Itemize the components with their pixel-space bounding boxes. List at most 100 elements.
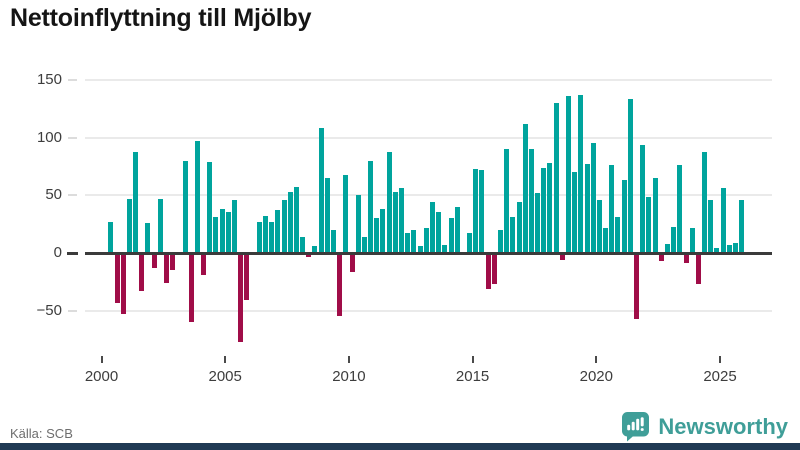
- bar-positive: [281, 199, 287, 253]
- bar-positive: [596, 199, 602, 253]
- x-axis-label: 2015: [455, 368, 490, 385]
- bar-negative: [695, 253, 701, 285]
- bar-positive: [417, 246, 423, 253]
- bar-positive: [262, 216, 268, 253]
- brand-bottom-bar: [0, 443, 800, 450]
- x-axis-tick: [100, 356, 103, 363]
- bar-positive: [343, 174, 349, 253]
- bar-positive: [609, 165, 615, 253]
- bar-positive: [293, 187, 299, 253]
- bar-positive: [411, 229, 417, 253]
- bar-positive: [566, 96, 571, 253]
- bar-positive: [269, 221, 275, 253]
- bar-positive: [578, 95, 584, 253]
- bar-positive: [640, 144, 646, 253]
- bar-negative: [163, 253, 169, 283]
- bar-positive: [714, 248, 720, 253]
- bar-positive: [528, 149, 534, 253]
- bar-positive: [108, 221, 114, 253]
- bar-negative: [139, 253, 145, 292]
- bar-positive: [423, 227, 429, 253]
- newsworthy-bubble-chart-icon: [621, 411, 650, 442]
- y-axis-label: 150: [36, 71, 62, 88]
- y-axis-label: −50: [36, 301, 62, 319]
- bar-positive: [355, 195, 361, 253]
- bar-positive: [194, 141, 200, 253]
- bar-positive: [603, 227, 609, 253]
- bar-positive: [256, 221, 262, 253]
- bar-positive: [182, 160, 188, 253]
- x-axis-tick: [347, 356, 350, 363]
- bar-positive: [392, 191, 398, 253]
- x-axis-tick: [719, 356, 721, 363]
- bar-positive: [497, 229, 503, 253]
- bar-positive: [126, 198, 132, 253]
- bar-positive: [708, 199, 714, 253]
- bar-positive: [547, 163, 553, 253]
- bar-negative: [188, 253, 194, 323]
- bar-negative: [559, 253, 565, 260]
- x-axis-label: 2025: [703, 368, 737, 385]
- bar-positive: [677, 165, 683, 253]
- bar-positive: [318, 128, 324, 253]
- bar-positive: [324, 178, 330, 253]
- bar-positive: [504, 149, 510, 253]
- bar-positive: [442, 244, 448, 253]
- bar-positive: [213, 217, 219, 253]
- bar-negative: [201, 253, 207, 275]
- bar-positive: [133, 151, 138, 253]
- bar-negative: [244, 253, 250, 301]
- bar-positive: [467, 233, 472, 253]
- bar-positive: [702, 151, 707, 253]
- zero-axis-line: [85, 251, 772, 255]
- bar-positive: [436, 211, 442, 253]
- bar-positive: [689, 227, 695, 253]
- x-axis-tick: [595, 356, 598, 363]
- y-axis-label: 0: [53, 244, 62, 261]
- y-axis-tick-zero: [67, 251, 78, 255]
- grid-line-50: [85, 194, 772, 197]
- bar-positive: [671, 226, 677, 253]
- bar-positive: [739, 199, 745, 253]
- source-caption: Källa: SCB: [10, 426, 73, 441]
- bar-positive: [380, 209, 386, 253]
- bar-positive: [300, 236, 305, 253]
- x-axis-label: 2010: [332, 368, 366, 385]
- bar-positive: [361, 236, 367, 253]
- y-axis-label: 100: [36, 128, 62, 146]
- bar-positive: [590, 143, 596, 253]
- y-axis-tick: [68, 79, 77, 81]
- bar-negative: [634, 253, 639, 319]
- bar-positive: [664, 243, 670, 253]
- bar-positive: [720, 188, 726, 253]
- bar-positive: [232, 199, 237, 253]
- bar-positive: [287, 191, 293, 253]
- bar-negative: [337, 253, 343, 317]
- bar-positive: [535, 193, 540, 253]
- bar-positive: [386, 151, 392, 253]
- x-axis-label: 2000: [84, 368, 119, 385]
- bar-negative: [658, 253, 664, 262]
- bar-positive: [405, 233, 411, 253]
- bar-positive: [157, 198, 163, 253]
- bar-negative: [306, 253, 312, 257]
- bar-positive: [572, 172, 578, 253]
- bar-positive: [541, 167, 547, 253]
- bar-positive: [448, 218, 454, 253]
- y-axis-tick: [68, 136, 77, 139]
- bar-negative: [485, 253, 491, 289]
- bar-positive: [646, 196, 652, 253]
- bar-positive: [726, 244, 732, 253]
- bar-positive: [312, 246, 318, 253]
- chart-title: Nettoinflyttning till Mjölby: [10, 4, 312, 32]
- bar-positive: [275, 210, 281, 253]
- bar-positive: [627, 98, 633, 253]
- bar-positive: [510, 217, 516, 253]
- grid-line-100: [85, 136, 772, 139]
- y-axis-tick: [68, 309, 77, 312]
- x-axis-label: 2020: [579, 368, 613, 385]
- bar-negative: [349, 253, 355, 272]
- x-axis-tick: [224, 356, 227, 363]
- bar-positive: [330, 229, 336, 253]
- bar-positive: [225, 211, 231, 253]
